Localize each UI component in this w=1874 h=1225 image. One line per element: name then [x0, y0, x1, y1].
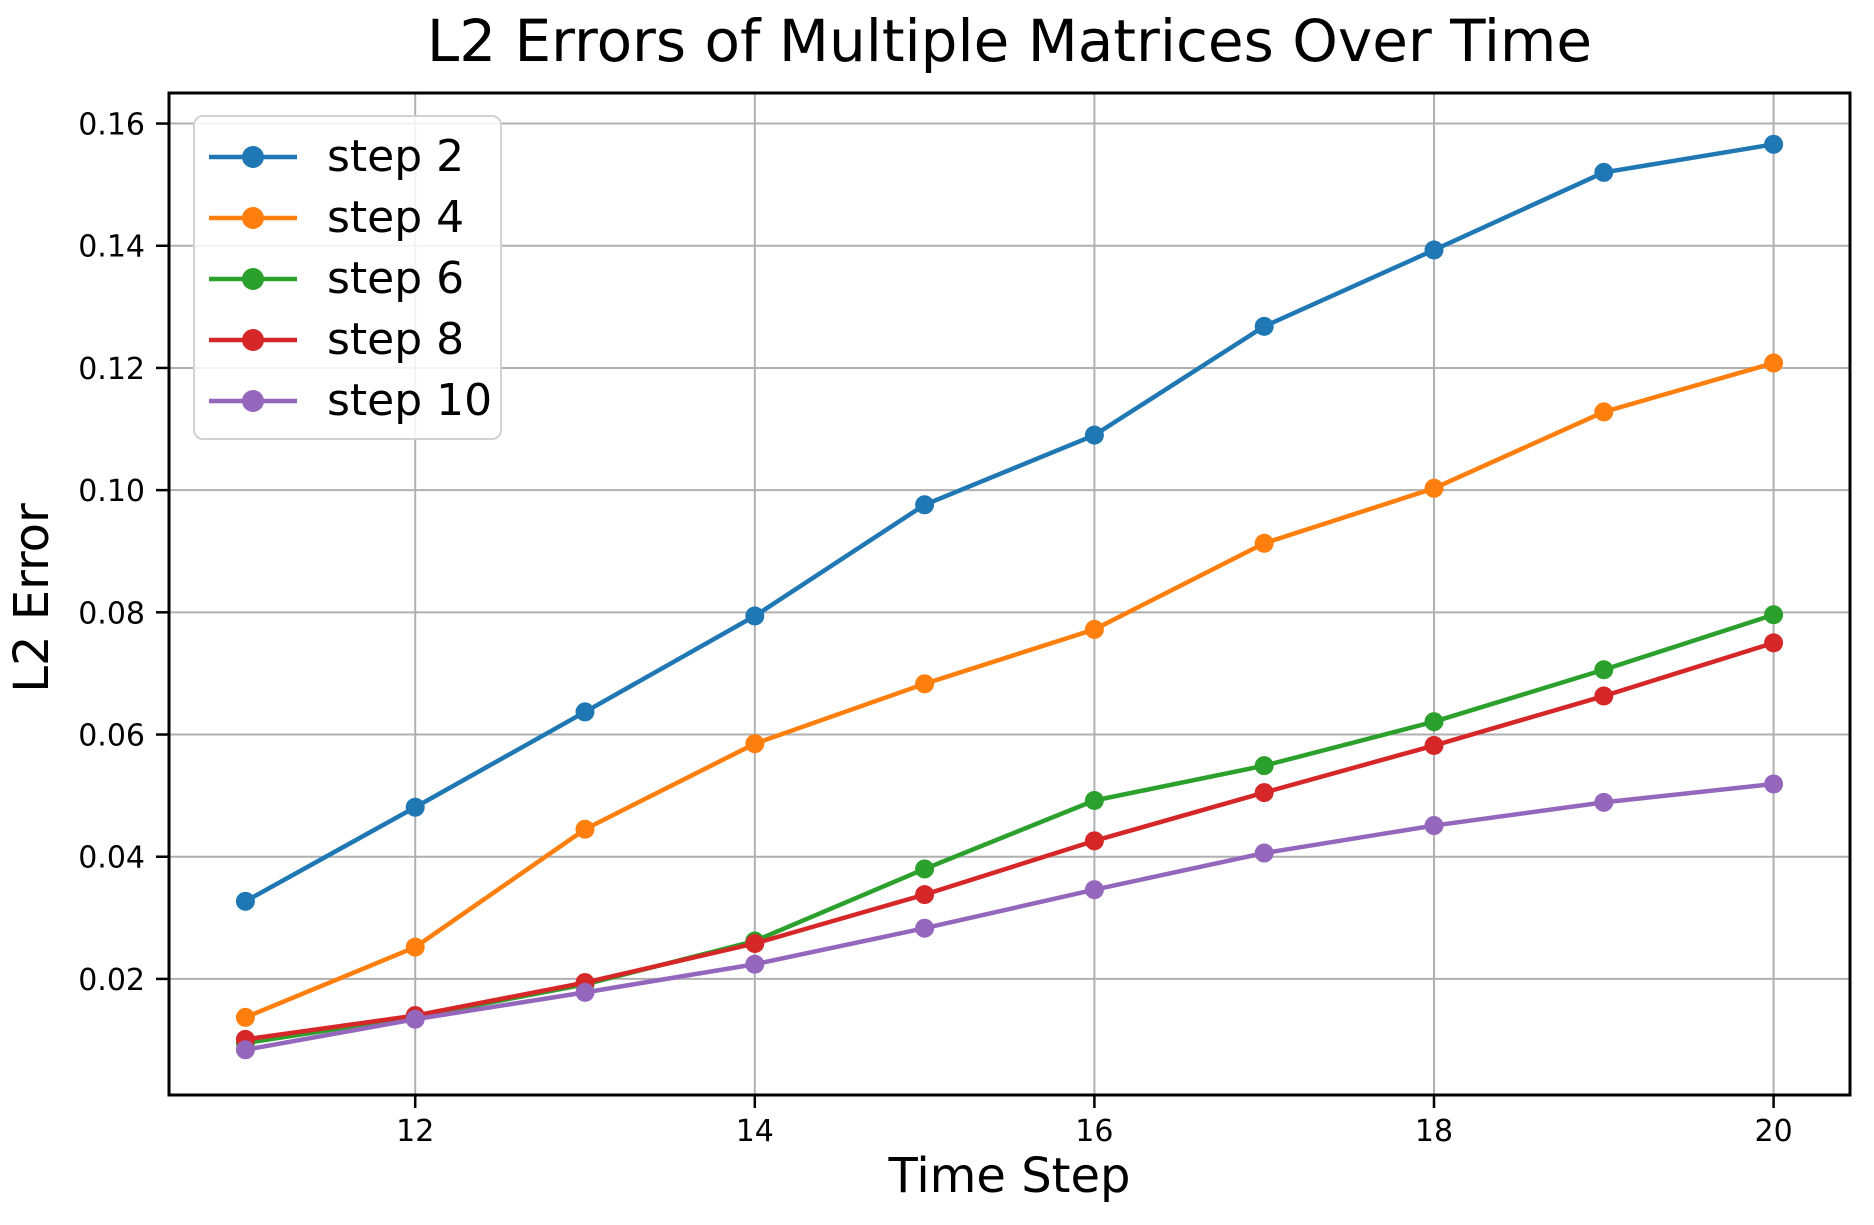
legend-sample — [209, 389, 297, 412]
series-marker-step-10 — [915, 918, 935, 938]
legend-item: step 6 — [195, 248, 500, 309]
x-tick-label: 12 — [396, 1114, 434, 1149]
series-marker-step-8 — [915, 885, 935, 905]
series-marker-step-2 — [1764, 134, 1784, 154]
series-marker-step-6 — [1084, 791, 1104, 811]
series-marker-step-10 — [1764, 774, 1784, 794]
series-marker-step-8 — [1764, 633, 1784, 653]
y-tick-label: 0.14 — [78, 230, 145, 265]
legend-label: step 10 — [327, 375, 493, 426]
series-marker-step-6 — [1764, 605, 1784, 625]
legend-sample — [209, 145, 297, 168]
series-marker-step-10 — [1084, 880, 1104, 900]
series-marker-step-2 — [915, 495, 935, 515]
chart-title: L2 Errors of Multiple Matrices Over Time — [426, 7, 1593, 75]
series-marker-step-4 — [405, 937, 425, 957]
y-tick-label: 0.06 — [78, 719, 145, 754]
series-marker-step-8 — [1594, 686, 1614, 706]
legend-marker-icon — [242, 267, 264, 290]
series-marker-step-2 — [1084, 425, 1104, 445]
series-marker-step-2 — [575, 702, 595, 722]
series-marker-step-10 — [575, 982, 595, 1002]
series-marker-step-4 — [1424, 478, 1444, 498]
legend-item: step 10 — [195, 370, 500, 431]
series-marker-step-6 — [1424, 712, 1444, 732]
series-marker-step-4 — [915, 674, 935, 694]
series-marker-step-8 — [1424, 736, 1444, 756]
legend-item: step 8 — [195, 309, 500, 370]
series-marker-step-10 — [1594, 792, 1614, 812]
plot-border — [167, 91, 1852, 1097]
legend-marker-icon — [242, 206, 264, 229]
series-marker-step-2 — [1254, 316, 1274, 336]
series-marker-step-4 — [1254, 533, 1274, 553]
series-marker-step-10 — [235, 1040, 255, 1060]
legend-marker-icon — [242, 389, 264, 412]
legend-label: step 8 — [327, 314, 465, 365]
legend-sample — [209, 206, 297, 229]
x-tick-label: 20 — [1754, 1114, 1792, 1149]
series-marker-step-4 — [575, 819, 595, 839]
series-marker-step-8 — [1254, 783, 1274, 803]
y-tick-label: 0.10 — [78, 474, 145, 509]
series-marker-step-4 — [745, 734, 765, 754]
y-tick-label: 0.02 — [78, 963, 145, 998]
legend-label: step 2 — [327, 131, 465, 182]
legend-marker-icon — [242, 328, 264, 351]
series-marker-step-8 — [1084, 831, 1104, 851]
series-marker-step-4 — [235, 1007, 255, 1027]
series-marker-step-2 — [405, 797, 425, 817]
series-marker-step-2 — [1424, 240, 1444, 260]
series-marker-step-4 — [1764, 353, 1784, 373]
x-tick-label: 14 — [736, 1114, 774, 1149]
series-marker-step-2 — [1594, 162, 1614, 182]
series-marker-step-4 — [1084, 619, 1104, 639]
series-line-step-2 — [243, 142, 1776, 904]
series-marker-step-2 — [235, 891, 255, 911]
series-line-step-4 — [243, 360, 1776, 1020]
x-axis-label: Time Step — [888, 1148, 1131, 1204]
series-line-step-8 — [243, 640, 1776, 1042]
series-marker-step-10 — [745, 954, 765, 974]
y-tick-label: 0.16 — [78, 108, 145, 143]
legend-item: step 2 — [195, 126, 500, 187]
x-tick-label: 16 — [1075, 1114, 1113, 1149]
legend-item: step 4 — [195, 187, 500, 248]
legend-sample — [209, 267, 297, 290]
x-tick-label: 18 — [1415, 1114, 1453, 1149]
legend-sample — [209, 328, 297, 351]
legend: step 2 step 4 step 6 step 8 step 10 — [193, 115, 502, 440]
legend-label: step 4 — [327, 192, 465, 243]
y-tick-label: 0.04 — [78, 841, 145, 876]
y-tick-label: 0.12 — [78, 352, 145, 387]
series-marker-step-10 — [1254, 843, 1274, 863]
series-marker-step-6 — [1594, 660, 1614, 680]
series-line-step-10 — [243, 781, 1776, 1053]
series-marker-step-2 — [745, 606, 765, 626]
series-marker-step-10 — [405, 1009, 425, 1029]
series-marker-step-8 — [745, 933, 765, 953]
series-marker-step-10 — [1424, 816, 1444, 836]
legend-label: step 6 — [327, 253, 465, 304]
series-marker-step-6 — [1254, 756, 1274, 776]
legend-marker-icon — [242, 145, 264, 168]
y-tick-label: 0.08 — [78, 596, 145, 631]
series-marker-step-6 — [915, 859, 935, 879]
series-marker-step-4 — [1594, 402, 1614, 422]
